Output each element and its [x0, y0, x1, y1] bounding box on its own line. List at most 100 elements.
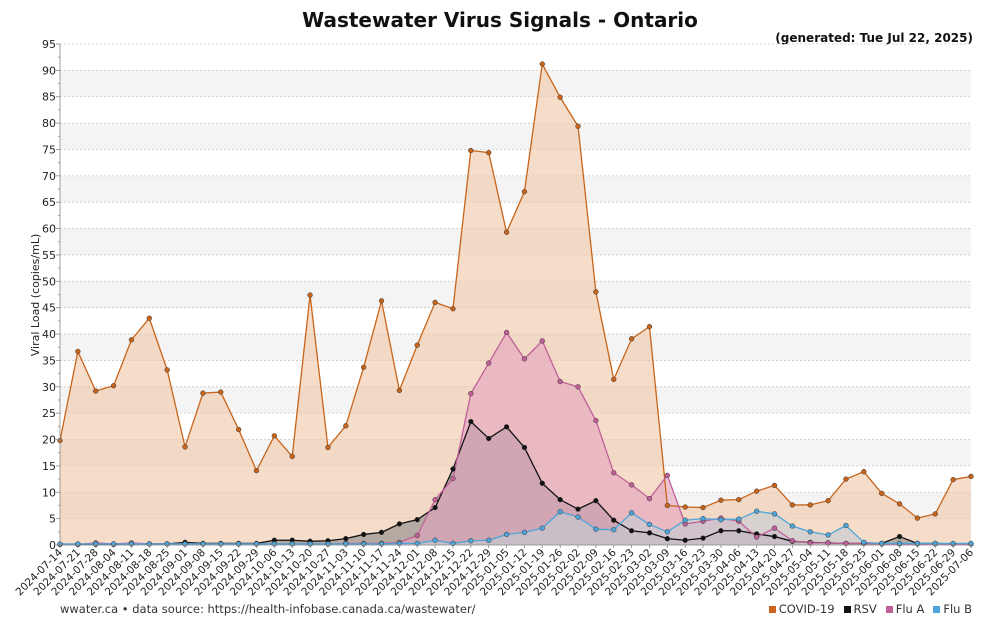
point-rsv: [414, 517, 420, 523]
legend-label: COVID-19: [778, 602, 835, 616]
point-covid-19: [700, 504, 706, 511]
point-covid-19: [164, 367, 170, 373]
y-tick-label: 0: [49, 539, 56, 552]
y-tick-label: 55: [42, 249, 56, 262]
legend-label: Flu A: [895, 602, 925, 616]
point-covid-19: [253, 467, 260, 474]
point-covid-19: [575, 123, 581, 129]
y-tick-label: 45: [42, 302, 56, 315]
point-flu-a: [432, 496, 438, 503]
point-flu-b: [575, 514, 581, 520]
grid-band: [60, 175, 971, 203]
point-flu-b: [611, 527, 617, 533]
legend-swatch: [768, 605, 776, 613]
point-covid-19: [968, 473, 974, 480]
point-flu-b: [807, 529, 813, 535]
point-covid-19: [843, 476, 849, 482]
point-flu-b: [521, 529, 528, 535]
point-covid-19: [235, 426, 242, 433]
point-flu-a: [611, 470, 617, 476]
y-tick-label: 65: [42, 196, 56, 209]
point-covid-19: [753, 488, 760, 494]
grid-band: [60, 123, 971, 150]
point-covid-19: [486, 149, 492, 156]
point-covid-19: [789, 502, 796, 508]
point-covid-19: [718, 497, 724, 503]
point-rsv: [682, 537, 688, 543]
point-rsv: [736, 528, 742, 534]
chart-title: Wastewater Virus Signals - Ontario: [302, 8, 698, 32]
point-covid-19: [110, 383, 117, 389]
point-covid-19: [361, 364, 367, 370]
generated-note: (generated: Tue Jul 22, 2025): [775, 31, 973, 45]
y-tick-label: 50: [42, 275, 56, 288]
y-tick-labels: 0 5 10 15 20 25 30 35 40 45 50 55 60 65 70 75 80 85 90 95: [42, 38, 56, 552]
legend-label: Flu B: [943, 602, 972, 616]
point-flu-b: [825, 532, 831, 538]
legend-swatch: [933, 605, 941, 613]
point-covid-19: [914, 515, 921, 521]
point-covid-19: [218, 389, 224, 395]
point-rsv: [896, 533, 903, 540]
y-axis-label: Viral Load (copies/mL): [29, 234, 42, 357]
series-points: [57, 61, 974, 548]
line-covid-19: [59, 61, 972, 519]
point-rsv: [557, 496, 563, 503]
point-covid-19: [450, 306, 456, 312]
point-rsv: [700, 535, 706, 541]
point-flu-b: [486, 537, 492, 543]
point-rsv: [718, 528, 724, 534]
point-flu-b: [789, 523, 796, 529]
point-flu-b: [861, 539, 867, 546]
point-flu-a: [521, 356, 528, 362]
x-tick-labels: 2024-07-142024-07-212024-07-282024-08-04…: [13, 546, 976, 598]
series-areas: [60, 64, 971, 545]
legend-label: RSV: [853, 602, 877, 616]
point-flu-a: [503, 329, 510, 336]
point-flu-a: [486, 360, 492, 366]
point-covid-19: [521, 189, 528, 195]
legend-item: RSV: [843, 602, 877, 616]
point-flu-b: [557, 509, 563, 515]
point-rsv: [468, 418, 474, 425]
point-flu-b: [593, 526, 599, 532]
point-covid-19: [807, 502, 813, 508]
point-covid-19: [93, 388, 99, 394]
point-flu-a: [789, 538, 796, 544]
point-flu-b: [664, 529, 670, 535]
point-flu-a: [468, 390, 474, 397]
point-covid-19: [861, 469, 867, 475]
point-flu-b: [843, 522, 849, 529]
legend: COVID-19 RSV Flu A Flu B: [768, 602, 972, 616]
y-tick-label: 80: [42, 117, 56, 130]
point-flu-a: [628, 482, 635, 488]
legend-swatch: [885, 605, 893, 613]
legend-item: Flu A: [885, 602, 925, 616]
point-rsv: [771, 533, 778, 540]
y-tick-label: 35: [42, 354, 56, 367]
y-tick-label: 90: [42, 64, 56, 77]
y-tick-label: 30: [42, 381, 56, 394]
legend-item: COVID-19: [768, 602, 835, 616]
y-tick-label: 75: [42, 143, 56, 156]
point-flu-b: [736, 516, 742, 522]
point-covid-19: [682, 504, 688, 510]
point-covid-19: [664, 502, 670, 509]
point-flu-b: [682, 517, 688, 523]
point-rsv: [611, 517, 617, 523]
point-flu-b: [468, 538, 474, 544]
point-flu-a: [771, 525, 778, 531]
area-flu-a: [60, 332, 971, 545]
point-flu-a: [646, 495, 653, 502]
y-tick-label: 10: [42, 486, 56, 499]
footer-source: wwater.ca • data source: https://health-…: [60, 602, 476, 616]
point-flu-b: [718, 517, 724, 523]
point-covid-19: [932, 511, 938, 517]
point-covid-19: [307, 292, 313, 298]
area-flu-b: [60, 511, 971, 545]
point-flu-b: [432, 537, 438, 543]
point-rsv: [361, 531, 367, 538]
legend-swatch: [843, 605, 851, 613]
point-covid-19: [289, 453, 295, 460]
series-lines: [59, 61, 972, 546]
